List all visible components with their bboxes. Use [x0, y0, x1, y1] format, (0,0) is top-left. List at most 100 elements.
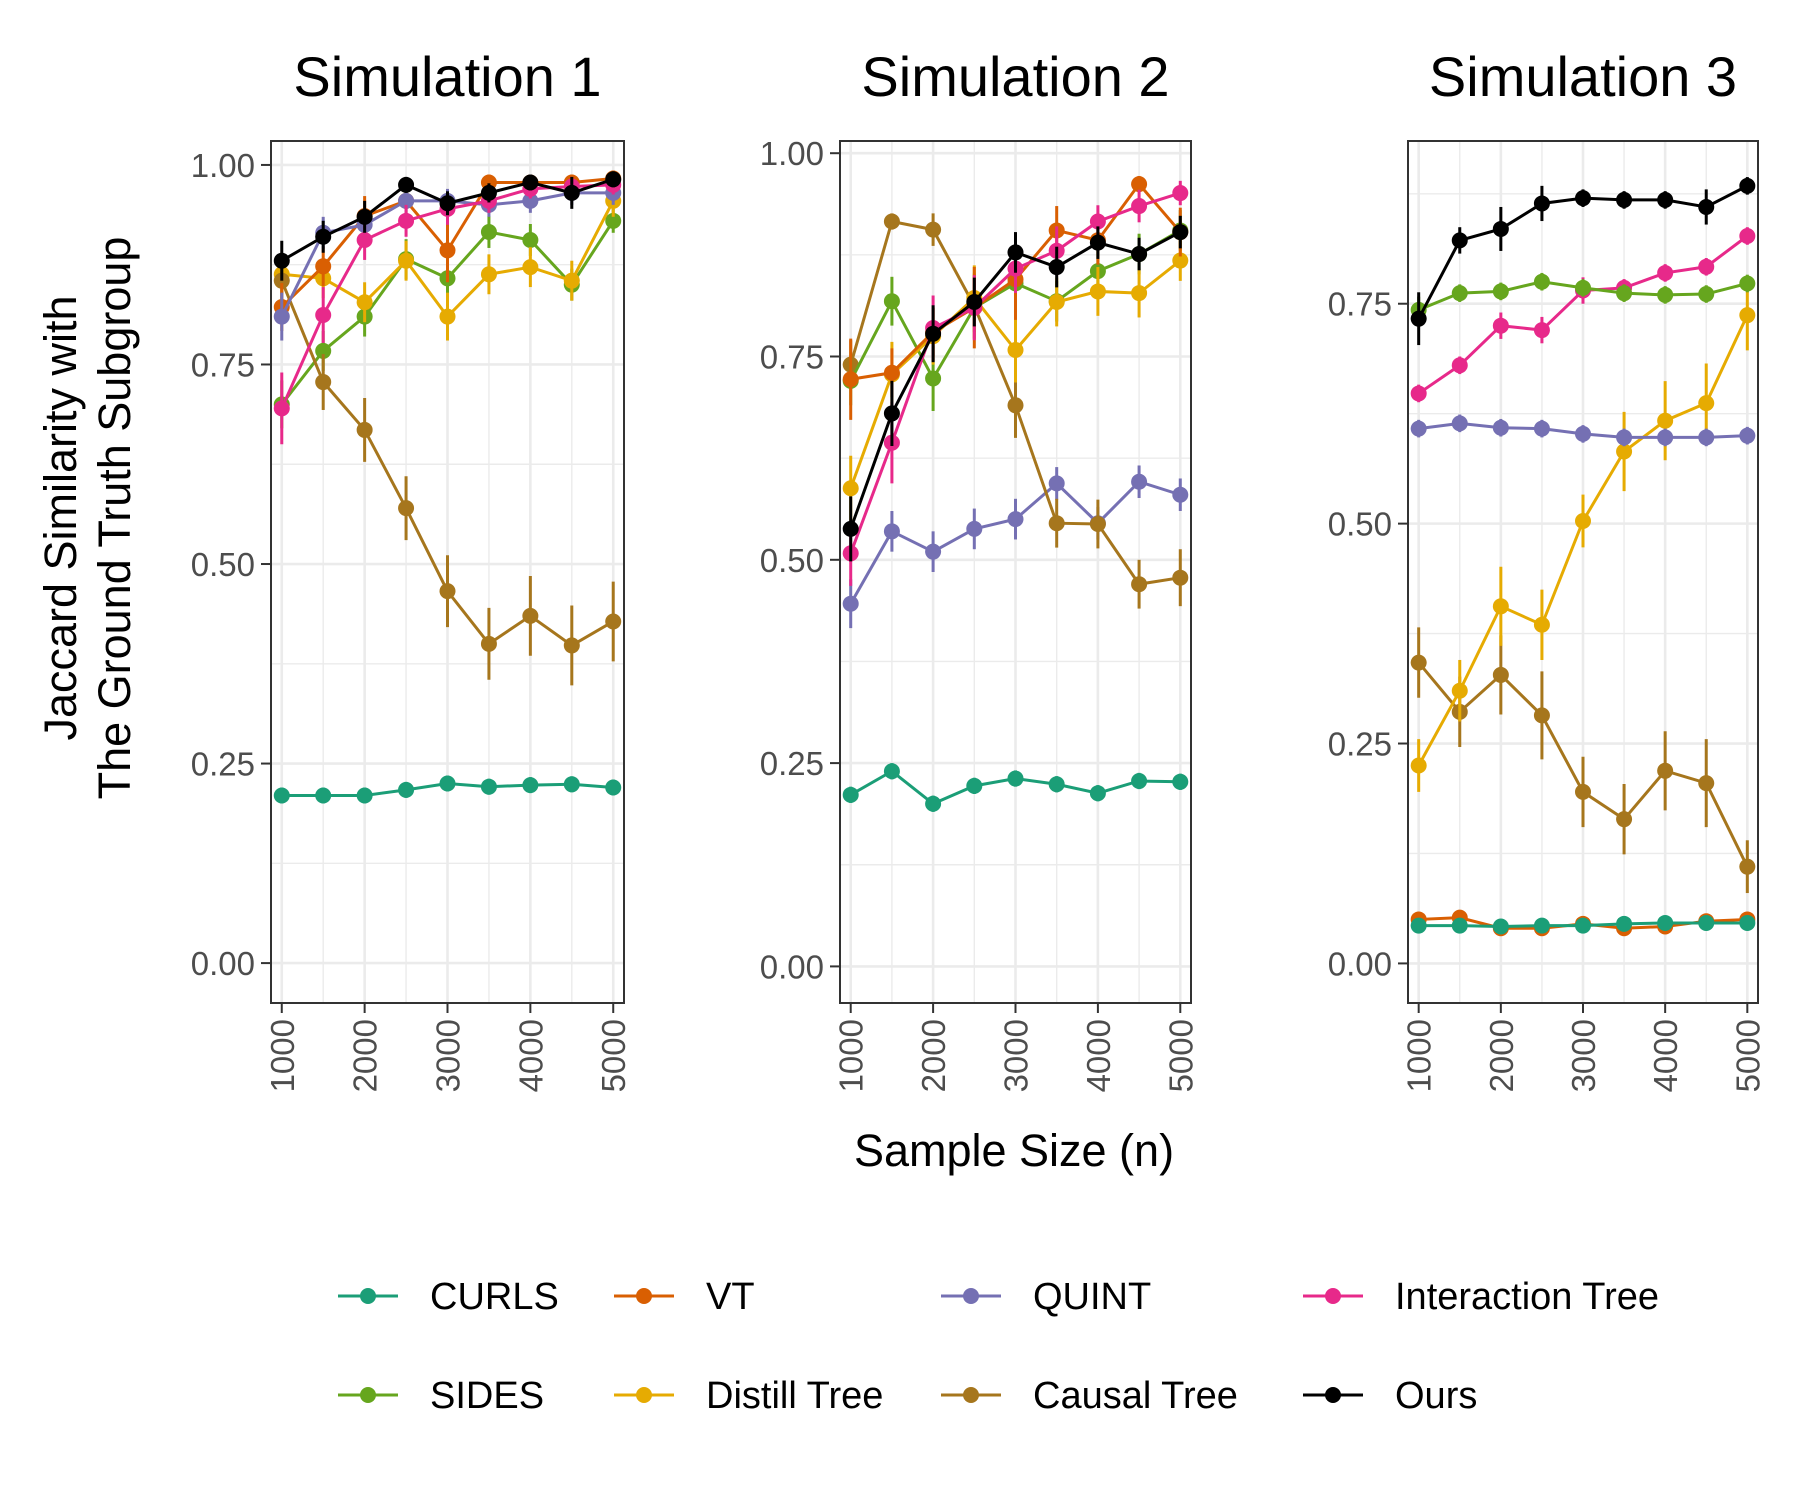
series-distill-tree [1410, 279, 1756, 792]
data-point [522, 607, 539, 624]
data-point [315, 342, 332, 359]
legend-item-distill-tree: Distill Tree [614, 1375, 883, 1417]
data-point [1131, 576, 1148, 593]
legend-key-point [963, 1288, 979, 1304]
data-point [1616, 191, 1633, 208]
data-point [1492, 918, 1509, 935]
data-point [1739, 307, 1756, 324]
data-point [1131, 246, 1148, 263]
data-point [1739, 914, 1756, 931]
data-point [1533, 273, 1550, 290]
data-point [1698, 914, 1715, 931]
y-tick-label: 0.00 [1328, 945, 1392, 982]
series-ours [842, 215, 1189, 562]
data-point [1698, 258, 1715, 275]
data-point [966, 520, 983, 537]
data-point [1492, 317, 1509, 334]
data-point [522, 174, 539, 191]
data-point [522, 192, 539, 209]
series-ours [1410, 177, 1756, 346]
data-point [925, 325, 942, 342]
data-point [439, 775, 456, 792]
data-point [1410, 654, 1427, 671]
data-point [1657, 762, 1674, 779]
y-tick-label: 0.50 [191, 546, 255, 583]
data-point [883, 213, 900, 230]
data-point [1131, 176, 1148, 193]
data-point [315, 787, 332, 804]
y-axis-title-line1: Jaccard Similarity with [35, 295, 86, 740]
data-point [398, 781, 415, 798]
data-point [1492, 666, 1509, 683]
x-tick-label: 4000 [1080, 1019, 1117, 1092]
data-point [605, 212, 622, 229]
data-point [1492, 598, 1509, 615]
data-point [315, 306, 332, 323]
data-point [315, 228, 332, 245]
series-quint [1410, 414, 1756, 447]
data-point [1616, 811, 1633, 828]
data-point [1739, 427, 1756, 444]
data-point [480, 778, 497, 795]
data-point [439, 308, 456, 325]
legend-key-point [1325, 1387, 1341, 1403]
y-tick-label: 0.25 [1328, 726, 1392, 763]
data-point [273, 252, 290, 269]
y-axis-title-line2: The Ground Truth Subgroup [89, 237, 140, 800]
legend-key-point [636, 1387, 652, 1403]
data-point [1451, 917, 1468, 934]
data-point [1089, 213, 1106, 230]
data-point [1451, 682, 1468, 699]
data-point [1616, 429, 1633, 446]
data-point [273, 400, 290, 417]
series-curls [842, 763, 1189, 812]
data-point [356, 208, 373, 225]
legend-item-vt: VT [614, 1276, 755, 1318]
y-tick-label: 0.00 [760, 948, 824, 985]
data-point [1410, 310, 1427, 327]
data-point [1533, 195, 1550, 212]
data-point [1172, 569, 1189, 586]
data-point [966, 777, 983, 794]
panel-2: 0.00 0.25 0.50 0.75 1.00 1000 2000 3000 4000 5000… [760, 45, 1200, 1092]
data-point [1451, 285, 1468, 302]
series-causal-tree [1410, 627, 1756, 894]
legend-label: Distill Tree [706, 1375, 883, 1417]
data-point [1048, 515, 1065, 532]
legend-label: CURLS [430, 1276, 559, 1318]
data-point [1657, 412, 1674, 429]
legend-label: SIDES [430, 1375, 544, 1417]
x-tick-label: 5000 [595, 1019, 632, 1092]
series-sides [1410, 272, 1756, 324]
data-point [1048, 776, 1065, 793]
data-point [1048, 294, 1065, 311]
data-point [1739, 177, 1756, 194]
data-point [1492, 220, 1509, 237]
data-point [1698, 395, 1715, 412]
data-point [1657, 191, 1674, 208]
data-point [398, 252, 415, 269]
panel-title: Simulation 2 [861, 45, 1169, 108]
panel-title: Simulation 1 [293, 45, 601, 108]
data-point [480, 266, 497, 283]
panel-3: 0.00 0.25 0.50 0.75 1000 2000 3000 4000 5000 Simu… [1328, 45, 1767, 1092]
y-tick-label: 0.50 [1328, 506, 1392, 543]
data-point [1451, 415, 1468, 432]
panels: 0.00 0.25 0.50 0.75 1.00 1000 2000 3000 4000 5000… [191, 45, 1767, 1092]
legend-item-causal-tree: Causal Tree [941, 1375, 1238, 1417]
data-point [1698, 775, 1715, 792]
data-point [1048, 475, 1065, 492]
legend-key-point [636, 1288, 652, 1304]
series-quint [842, 465, 1189, 629]
y-tick-label: 1.00 [760, 135, 824, 172]
x-tick-label: 2000 [915, 1019, 952, 1092]
x-tick-label: 1000 [1401, 1019, 1438, 1092]
data-point [1172, 773, 1189, 790]
legend-key-point [360, 1288, 376, 1304]
x-tick-label: 1000 [264, 1019, 301, 1092]
x-axis-title: Sample Size (n) [854, 1125, 1174, 1176]
data-point [1533, 707, 1550, 724]
data-point [480, 184, 497, 201]
data-point [1410, 757, 1427, 774]
data-point [1575, 279, 1591, 296]
